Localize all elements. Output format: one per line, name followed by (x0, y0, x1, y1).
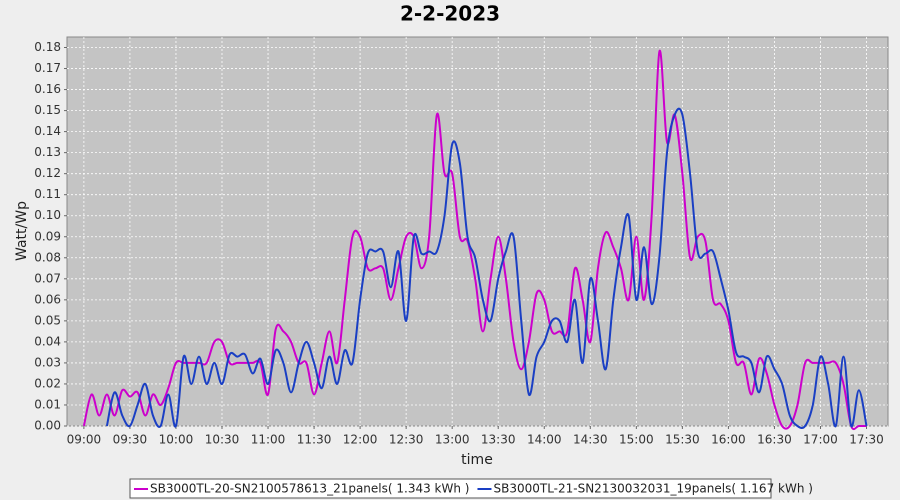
x-axis-label: time (461, 452, 493, 468)
y-tick-label: 0.11 (34, 187, 61, 201)
y-tick-label: 0.18 (34, 40, 61, 54)
y-axis-label: Watt/Wp (14, 201, 30, 261)
legend-text: SB3000TL-21-SN2130032031_19panels( 1.167… (493, 482, 812, 496)
x-tick-label: 16:00 (711, 433, 746, 447)
y-tick-label: 0.10 (34, 208, 61, 222)
y-tick-label: 0.06 (34, 292, 61, 306)
x-tick-label: 12:30 (389, 433, 424, 447)
series-line (82, 49, 867, 431)
y-tick-label: 0.09 (34, 229, 61, 243)
x-tick-label: 13:30 (481, 433, 516, 447)
x-tick-label: 09:30 (113, 433, 148, 447)
x-tick-label: 16:30 (757, 433, 792, 447)
y-tick-label: 0.08 (34, 250, 61, 264)
x-tick-label: 10:30 (205, 433, 240, 447)
y-tick-label: 0.05 (34, 313, 61, 327)
y-tick-label: 0.01 (34, 397, 61, 411)
x-tick-label: 09:00 (67, 433, 102, 447)
y-tick-label: 0.13 (34, 145, 61, 159)
x-tick-label: 13:00 (435, 433, 470, 447)
y-tick-label: 0.17 (34, 61, 61, 75)
x-tick-label: 14:00 (527, 433, 562, 447)
x-tick-label: 12:00 (343, 433, 378, 447)
y-tick-label: 0.14 (34, 124, 61, 138)
y-tick-label: 0.03 (34, 355, 61, 369)
y-tick-label: 0.04 (34, 334, 61, 348)
chart-title: 2-2-2023 (400, 2, 500, 26)
y-tick-label: 0.07 (34, 271, 61, 285)
y-tick-label: 0.12 (34, 166, 61, 180)
legend (129, 478, 772, 499)
x-tick-label: 17:00 (803, 433, 838, 447)
x-tick-label: 11:00 (251, 433, 286, 447)
y-tick-label: 0.00 (34, 419, 61, 433)
y-tick-label: 0.02 (34, 376, 61, 390)
x-tick-label: 10:00 (159, 433, 194, 447)
y-tick-label: 0.16 (34, 82, 61, 96)
x-tick-label: 14:30 (573, 433, 608, 447)
x-tick-label: 11:30 (297, 433, 332, 447)
x-tick-label: 17:30 (849, 433, 884, 447)
legend-text: SB3000TL-20-SN2100578613_21panels( 1.343… (150, 482, 469, 496)
series-line (105, 107, 868, 430)
y-tick-label: 0.15 (34, 103, 61, 117)
x-tick-label: 15:30 (665, 433, 700, 447)
x-tick-label: 15:00 (619, 433, 654, 447)
